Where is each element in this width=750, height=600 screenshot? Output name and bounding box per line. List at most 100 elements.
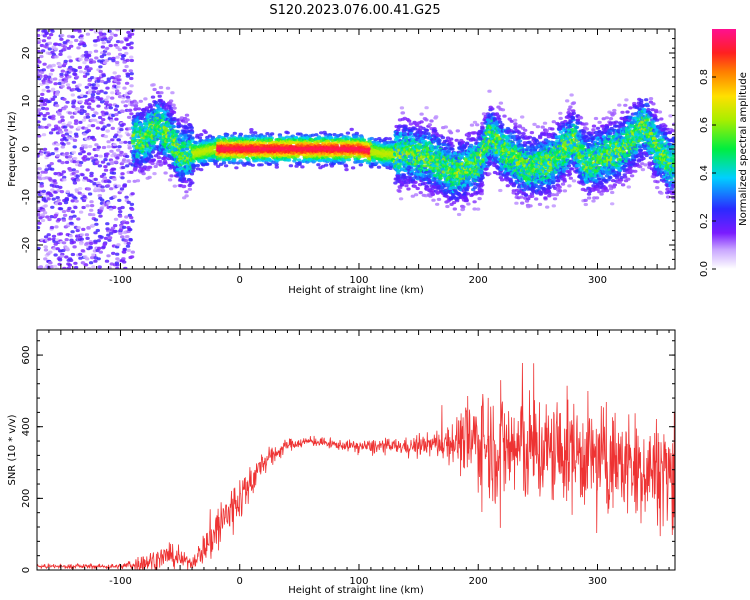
heatmap-cell — [96, 257, 101, 261]
heatmap-cell — [82, 155, 88, 159]
heatmap-cell — [37, 49, 41, 54]
heatmap-cell — [295, 154, 300, 158]
heatmap-cell — [119, 150, 124, 154]
heatmap-cell — [73, 196, 78, 200]
heatmap-cell — [124, 51, 129, 56]
heatmap-cell — [120, 235, 125, 239]
heatmap-cell — [105, 129, 110, 133]
heatmap-cell — [76, 88, 82, 93]
heatmap-cell — [81, 118, 87, 122]
heatmap-cell — [151, 83, 156, 87]
heatmap-cell — [106, 254, 111, 258]
heatmap-cell — [197, 136, 203, 140]
heatmap-cell — [195, 163, 200, 168]
heatmap-cell — [37, 213, 41, 217]
heatmap-cell — [104, 98, 109, 102]
heatmap-cell — [125, 164, 130, 168]
heatmap-cell — [74, 199, 79, 203]
heatmap-cell — [121, 165, 126, 170]
heatmap-cell — [50, 29, 55, 33]
heatmap-cell — [89, 171, 94, 175]
heatmap-cell — [400, 111, 406, 115]
heatmap-cell — [288, 164, 294, 168]
heatmap-cell — [106, 123, 111, 127]
heatmap-cell — [179, 116, 184, 120]
heatmap-cell — [62, 97, 67, 101]
heatmap-cell — [185, 126, 190, 130]
heatmap-cell — [371, 158, 376, 162]
heatmap-cell — [113, 217, 119, 221]
heatmap-cell — [158, 159, 163, 164]
heatmap-cell — [199, 133, 204, 137]
heatmap-cell — [123, 46, 128, 50]
heatmap-cell — [107, 238, 112, 242]
heatmap-cell — [58, 185, 63, 189]
heatmap-cell — [107, 180, 112, 184]
heatmap-cell — [117, 145, 122, 149]
heatmap-cell — [87, 192, 93, 196]
heatmap-cell — [300, 165, 305, 169]
heatmap-cell — [68, 234, 74, 238]
heatmap-cell — [79, 36, 84, 40]
heatmap-cell — [78, 70, 84, 74]
heatmap-cell — [126, 179, 132, 183]
heatmap-cell — [46, 75, 52, 79]
heatmap-cell — [111, 58, 116, 63]
heatmap-cell — [50, 167, 55, 171]
heatmap-cell — [100, 160, 106, 164]
heatmap-cell — [82, 109, 87, 114]
heatmap-cell — [285, 131, 290, 135]
heatmap-cell — [61, 142, 66, 146]
heatmap-cell — [156, 156, 162, 160]
heatmap-cell — [78, 100, 84, 104]
heatmap-cell — [39, 96, 44, 101]
heatmap-cell — [101, 118, 106, 122]
heatmap-cell — [93, 218, 99, 222]
heatmap-cell — [192, 164, 197, 168]
heatmap-cell — [150, 142, 156, 146]
heatmap-cell — [93, 49, 99, 53]
heatmap-cell — [114, 117, 119, 121]
heatmap-cell — [43, 257, 48, 261]
heatmap-cell — [138, 162, 143, 166]
heatmap-cell — [234, 166, 239, 170]
heatmap-cell — [60, 118, 65, 122]
heatmap-cell — [87, 78, 92, 83]
heatmap-cell — [110, 96, 115, 100]
heatmap-cell — [55, 142, 60, 147]
heatmap-cell — [97, 194, 103, 198]
heatmap-cell — [195, 167, 201, 171]
heatmap-cell — [101, 172, 107, 176]
heatmap-cell — [427, 123, 432, 127]
heatmap-cell — [116, 138, 122, 142]
heatmap-cell — [188, 123, 193, 127]
heatmap-cell — [86, 54, 92, 58]
heatmap-cell — [150, 150, 156, 154]
heatmap-cell — [105, 95, 111, 99]
heatmap-cell — [72, 160, 77, 164]
heatmap-cell — [84, 50, 89, 54]
heatmap-cell — [232, 159, 237, 163]
heatmap-cell — [37, 167, 42, 171]
heatmap-cell — [191, 159, 196, 163]
heatmap-cell — [149, 155, 154, 159]
heatmap-cell — [173, 133, 179, 138]
heatmap-cell — [80, 105, 85, 109]
heatmap-cell — [63, 128, 69, 132]
heatmap-cell — [67, 121, 73, 125]
heatmap-cell — [64, 238, 69, 242]
heatmap-cell — [62, 213, 68, 217]
heatmap-cell — [119, 187, 125, 191]
heatmap-cell — [72, 145, 77, 149]
heatmap-cell — [90, 93, 96, 97]
heatmap-cell — [90, 124, 96, 128]
heatmap-cell — [89, 200, 94, 204]
heatmap-cell — [123, 238, 129, 243]
heatmap-cell — [106, 145, 112, 149]
heatmap-cell — [162, 159, 168, 163]
heatmap-cell — [102, 242, 107, 246]
heatmap-cell — [124, 215, 129, 219]
heatmap-cell — [399, 106, 405, 110]
heatmap-cell — [165, 86, 171, 90]
heatmap-cell — [50, 87, 56, 91]
